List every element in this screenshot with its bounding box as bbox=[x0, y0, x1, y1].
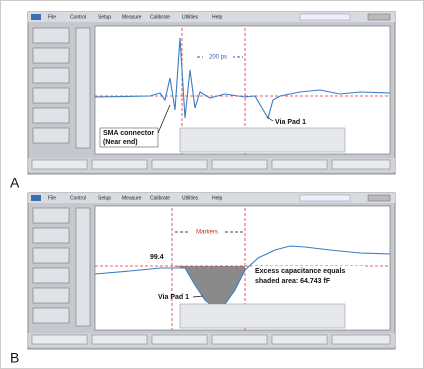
menu-item[interactable]: Calibrate bbox=[150, 14, 170, 20]
menu-item[interactable]: Help bbox=[212, 195, 223, 201]
tool-button[interactable] bbox=[332, 160, 390, 169]
side-button[interactable] bbox=[33, 68, 69, 83]
annotation: Via Pad 1 bbox=[158, 294, 189, 301]
menu-item[interactable]: Measure bbox=[122, 195, 142, 201]
scrollbar[interactable] bbox=[76, 208, 90, 326]
menu-item[interactable]: Utilities bbox=[182, 14, 199, 20]
menu-item[interactable]: Utilities bbox=[182, 195, 199, 201]
tool-button[interactable] bbox=[212, 160, 267, 169]
side-button[interactable] bbox=[33, 108, 69, 123]
figure: File Control Setup Measure Calibrate Uti… bbox=[0, 0, 424, 369]
side-button[interactable] bbox=[33, 128, 69, 143]
annotation: 99.4 bbox=[150, 254, 164, 261]
tool-button[interactable] bbox=[32, 160, 87, 169]
side-button[interactable] bbox=[33, 28, 69, 43]
span-label: 200 ps bbox=[209, 55, 227, 61]
annotation: shaded area: 64.743 fF bbox=[255, 278, 331, 285]
tool-button[interactable] bbox=[332, 335, 390, 344]
tool-button[interactable] bbox=[272, 335, 327, 344]
icon bbox=[31, 195, 41, 201]
clock bbox=[300, 14, 350, 20]
menu-item[interactable]: Calibrate bbox=[150, 195, 170, 201]
screen-a: File Control Setup Measure Calibrate Uti… bbox=[10, 12, 395, 191]
span-label: Markers bbox=[196, 230, 218, 236]
menu-item[interactable]: File bbox=[48, 195, 56, 201]
annotation: (Near end) bbox=[103, 139, 138, 146]
readout bbox=[180, 304, 345, 328]
menu-item[interactable]: Control bbox=[70, 195, 86, 201]
side-button[interactable] bbox=[33, 228, 69, 243]
menu-item[interactable]: Setup bbox=[98, 195, 111, 201]
readout bbox=[180, 128, 345, 152]
tool-button[interactable] bbox=[92, 160, 147, 169]
side-button[interactable] bbox=[33, 88, 69, 103]
annotation: SMA connector bbox=[103, 130, 154, 137]
panel-label: A bbox=[10, 175, 20, 191]
side-button[interactable] bbox=[33, 48, 69, 63]
menu-item[interactable]: File bbox=[48, 14, 56, 20]
tool-button[interactable] bbox=[92, 335, 147, 344]
annotation: Excess capacitance equals bbox=[255, 268, 345, 275]
side-button[interactable] bbox=[33, 208, 69, 223]
screen-b: File Control Setup Measure Calibrate Uti… bbox=[10, 193, 395, 366]
side-button[interactable] bbox=[33, 308, 69, 323]
annotation: Via Pad 1 bbox=[275, 119, 306, 126]
tool-button[interactable] bbox=[32, 335, 87, 344]
panel-label: B bbox=[10, 350, 19, 366]
button[interactable] bbox=[368, 14, 390, 20]
tool-button[interactable] bbox=[152, 160, 207, 169]
side-button[interactable] bbox=[33, 288, 69, 303]
menu-item[interactable]: Measure bbox=[122, 14, 142, 20]
side-button[interactable] bbox=[33, 248, 69, 263]
side-button[interactable] bbox=[33, 268, 69, 283]
menu-item[interactable]: Help bbox=[212, 14, 223, 20]
tool-button[interactable] bbox=[212, 335, 267, 344]
button[interactable] bbox=[368, 195, 390, 201]
menu-item[interactable]: Control bbox=[70, 14, 86, 20]
clock bbox=[300, 195, 350, 201]
page: {"menu": ["File", "Control", "Setup", "M… bbox=[0, 0, 424, 369]
icon bbox=[31, 14, 41, 20]
menu-item[interactable]: Setup bbox=[98, 14, 111, 20]
tool-button[interactable] bbox=[152, 335, 207, 344]
scrollbar[interactable] bbox=[76, 28, 90, 148]
tool-button[interactable] bbox=[272, 160, 327, 169]
